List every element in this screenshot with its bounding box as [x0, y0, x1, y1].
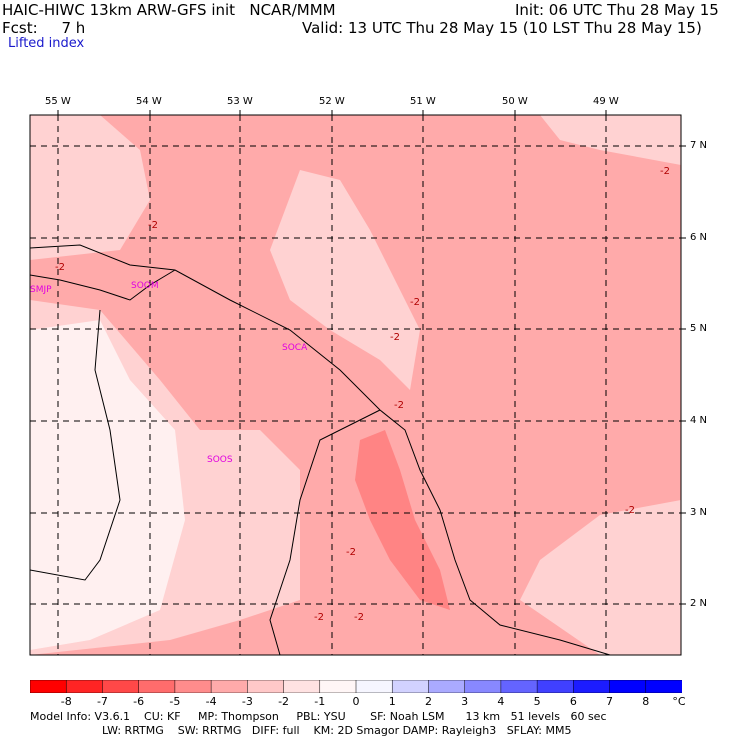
- colorbar-tick-label: -5: [169, 695, 181, 708]
- lat-label: 4 N: [690, 415, 708, 426]
- contour-label: -2: [394, 400, 404, 411]
- colorbar-tick-label: -7: [96, 695, 108, 708]
- lifted-index-fill: [30, 115, 681, 655]
- colorbar-tick-label: -4: [205, 695, 217, 708]
- lat-label: 3 N: [690, 507, 708, 518]
- colorbar-tick-label: 7: [606, 695, 614, 708]
- colorbar-tick-label: -8: [60, 695, 72, 708]
- tick-marks: [57, 110, 686, 605]
- colorbar-tick-label: 6: [569, 695, 577, 708]
- colorbar-swatch: [391, 680, 430, 693]
- border-sw: [30, 309, 121, 581]
- model-info-line1: Model Info: V3.6.1 CU: KF MP: Thompson P…: [30, 710, 607, 723]
- colorbar-swatch: [645, 680, 682, 693]
- contour-label: -2: [390, 332, 400, 343]
- init-time: Init: 06 UTC Thu 28 May 15: [515, 1, 719, 19]
- lon-label: 52 W: [319, 96, 345, 107]
- colorbar-tick-label: -2: [278, 695, 290, 708]
- colorbar-unit: °C: [672, 695, 686, 708]
- colorbar-swatch: [174, 680, 212, 693]
- lon-label: 53 W: [227, 96, 253, 107]
- colorbar-tick-label: -6: [133, 695, 145, 708]
- field-name: Lifted index: [8, 36, 85, 51]
- lon-label: 55 W: [45, 96, 71, 107]
- lat-label: 2 N: [690, 598, 708, 609]
- border-west: [30, 269, 176, 301]
- colorbar-tick-label: 1: [388, 695, 396, 708]
- colorbar-swatch: [138, 680, 176, 693]
- colorbar-tick-label: -3: [241, 695, 253, 708]
- station-label: SOOM: [131, 281, 159, 291]
- lat-lon-grid: [30, 115, 681, 655]
- colorbar-swatch: [247, 680, 285, 693]
- station-label: SOOS: [207, 455, 233, 465]
- colorbar-swatch: [283, 680, 321, 693]
- contour-label: -2: [625, 505, 635, 516]
- map-frame: [29, 114, 682, 656]
- colorbar-tick-label: 2: [424, 695, 432, 708]
- coastline: [30, 244, 611, 655]
- lon-label: 54 W: [136, 96, 162, 107]
- colorbar-swatch: [536, 680, 575, 693]
- contour-label: -2: [55, 262, 65, 273]
- colorbar-tick-label: 0: [352, 695, 360, 708]
- colorbar-swatch: [428, 680, 466, 693]
- contour-label: -2: [148, 220, 158, 231]
- colorbar-swatch: [102, 680, 140, 693]
- colorbar-tick-label: 5: [533, 695, 541, 708]
- coastlines: [30, 244, 611, 655]
- lat-label: 6 N: [690, 232, 708, 243]
- lat-label: 5 N: [690, 323, 708, 334]
- colorbar-swatch: [355, 680, 393, 693]
- contour-label: -2: [314, 612, 324, 623]
- forecast-hour: Fcst: 7 h: [2, 19, 86, 37]
- fill-dark-core: [355, 430, 450, 610]
- colorbar-swatch: [609, 680, 647, 693]
- fill-light-nw: [30, 115, 150, 260]
- colorbar-tick-label: -1: [314, 695, 326, 708]
- colorbar-swatch: [210, 680, 249, 693]
- colorbar-tick-label: 8: [642, 695, 650, 708]
- contour-label: -2: [660, 166, 670, 177]
- lon-label: 49 W: [593, 96, 619, 107]
- colorbar-swatch: [30, 680, 67, 693]
- contour-label: -2: [346, 547, 356, 558]
- valid-time: Valid: 13 UTC Thu 28 May 15 (10 LST Thu …: [302, 19, 702, 37]
- station-label: SMJP: [30, 285, 52, 295]
- lat-label: 7 N: [690, 140, 708, 151]
- contour-label: -2: [410, 297, 420, 308]
- colorbar: [30, 680, 682, 693]
- colorbar-tick-label: 4: [497, 695, 505, 708]
- model-title: HAIC-HIWC 13km ARW-GFS init NCAR/MMM: [2, 1, 336, 19]
- contour-label: -2: [354, 612, 364, 623]
- colorbar-swatch: [319, 680, 357, 693]
- fill-light-ne: [540, 115, 681, 165]
- fill-light-se: [520, 500, 681, 655]
- colorbar-swatch: [464, 680, 502, 693]
- model-info-line2: LW: RRTMG SW: RRTMG DIFF: full KM: 2D Sm…: [102, 724, 572, 737]
- border-south: [269, 409, 381, 655]
- lon-label: 50 W: [502, 96, 528, 107]
- fill-light-central: [270, 170, 420, 390]
- colorbar-swatch: [65, 680, 104, 693]
- lon-label: 51 W: [410, 96, 436, 107]
- colorbar-tick-label: 3: [461, 695, 469, 708]
- colorbar-swatch: [500, 680, 538, 693]
- fill-very-light-sw: [30, 320, 185, 650]
- station-label: SOCA: [282, 343, 308, 353]
- colorbar-swatch: [573, 680, 611, 693]
